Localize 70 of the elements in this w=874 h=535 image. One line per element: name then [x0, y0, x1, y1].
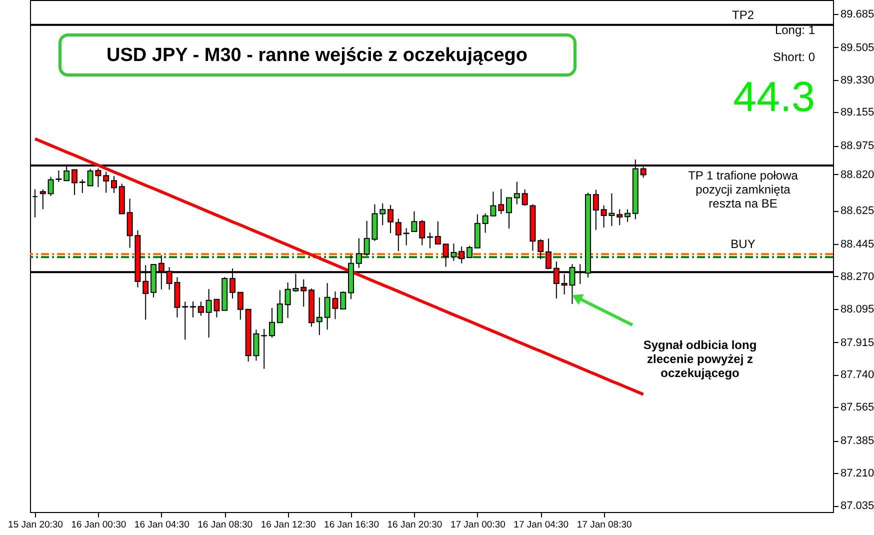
text: Short: 0 — [772, 50, 816, 64]
candlestick — [72, 169, 78, 196]
y-tick-label: 87.740 — [840, 369, 874, 382]
candlestick — [522, 188, 528, 206]
annotation: Sygnał odbicia long zlecenie powyżej z oczekującego — [643, 338, 757, 380]
x-tick-label: 16 Jan 08:30 — [198, 520, 253, 530]
candlestick — [380, 202, 386, 226]
candlestick — [592, 189, 599, 230]
y-tick-label: 87.210 — [840, 468, 874, 480]
candlestick — [198, 301, 204, 316]
y-tick-label: 88.820 — [840, 168, 874, 181]
candlestick — [458, 246, 465, 264]
candlestick — [79, 178, 86, 194]
x-tick-label: 16 Jan 12:30 — [260, 520, 316, 530]
y-tick-label: 89.155 — [840, 106, 874, 119]
candlestick — [498, 188, 504, 214]
x-tick-label: 16 Jan 20:30 — [387, 520, 442, 530]
x-tick-label: 17 Jan 08:30 — [576, 520, 632, 530]
candlestick — [269, 307, 276, 338]
text: Long: 1 — [774, 23, 816, 37]
candlestick — [624, 208, 631, 222]
candlestick — [514, 181, 520, 205]
ref-line-label: TP2 — [732, 8, 754, 22]
candlestick — [427, 232, 434, 249]
candlestick — [506, 197, 512, 230]
candlestick — [300, 278, 307, 308]
candlestick — [434, 220, 441, 245]
y-tick-label: 89.685 — [840, 8, 874, 20]
candlestick — [340, 290, 346, 310]
candlestick — [261, 328, 268, 370]
x-tick-label: 17 Jan 04:30 — [514, 520, 569, 530]
y-tick-label: 89.505 — [840, 42, 874, 54]
line-series — [34, 137, 645, 396]
candlestick — [538, 238, 544, 260]
candlestick — [103, 171, 110, 194]
x-tick-label: 17 Jan 00:30 — [450, 520, 506, 530]
y-tick-label: 88.625 — [840, 205, 874, 218]
candlestick — [388, 204, 394, 234]
y-tick-label: 87.385 — [840, 435, 874, 448]
candlestick — [411, 210, 418, 232]
y-tick-label: 89.330 — [840, 74, 874, 86]
x-tick-label: 16 Jan 16:30 — [324, 520, 379, 530]
candlestick — [546, 238, 552, 270]
candlestick — [466, 245, 473, 258]
y-tick-label: 88.975 — [840, 140, 874, 152]
candlestick — [419, 220, 426, 246]
text: USD JPY - M30 - ranne wejście z oczekującego — [106, 45, 528, 66]
candlestick — [190, 300, 196, 318]
ref-line-label: BUY — [730, 237, 756, 252]
x-tick-label: 16 Jan 00:30 — [71, 520, 126, 530]
x-tick-label: 16 Jan 04:30 — [134, 520, 190, 530]
y-tick-label: 87.035 — [840, 500, 874, 512]
candlestick — [40, 188, 46, 210]
x-tick-label: 15 Jan 20:30 — [8, 520, 63, 530]
y-tick-label: 88.445 — [840, 238, 874, 250]
candlestick — [182, 301, 188, 340]
candlestick — [276, 290, 283, 324]
candlestick — [616, 208, 623, 226]
text: 44.3 — [733, 73, 815, 120]
candlestick — [356, 238, 362, 268]
candlestick — [111, 176, 118, 194]
candlestick — [237, 292, 244, 320]
ref-line-label: TP 1 trafione połowa pozycji zamknięta reszta na BE — [688, 168, 798, 210]
candlestick — [316, 296, 322, 336]
candlestick — [395, 218, 402, 252]
y-tick-label: 87.565 — [840, 402, 874, 414]
y-tick-label: 88.270 — [840, 270, 874, 283]
candlestick — [403, 228, 410, 246]
y-tick-label: 88.095 — [840, 303, 874, 316]
y-tick-label: 87.915 — [840, 336, 874, 349]
